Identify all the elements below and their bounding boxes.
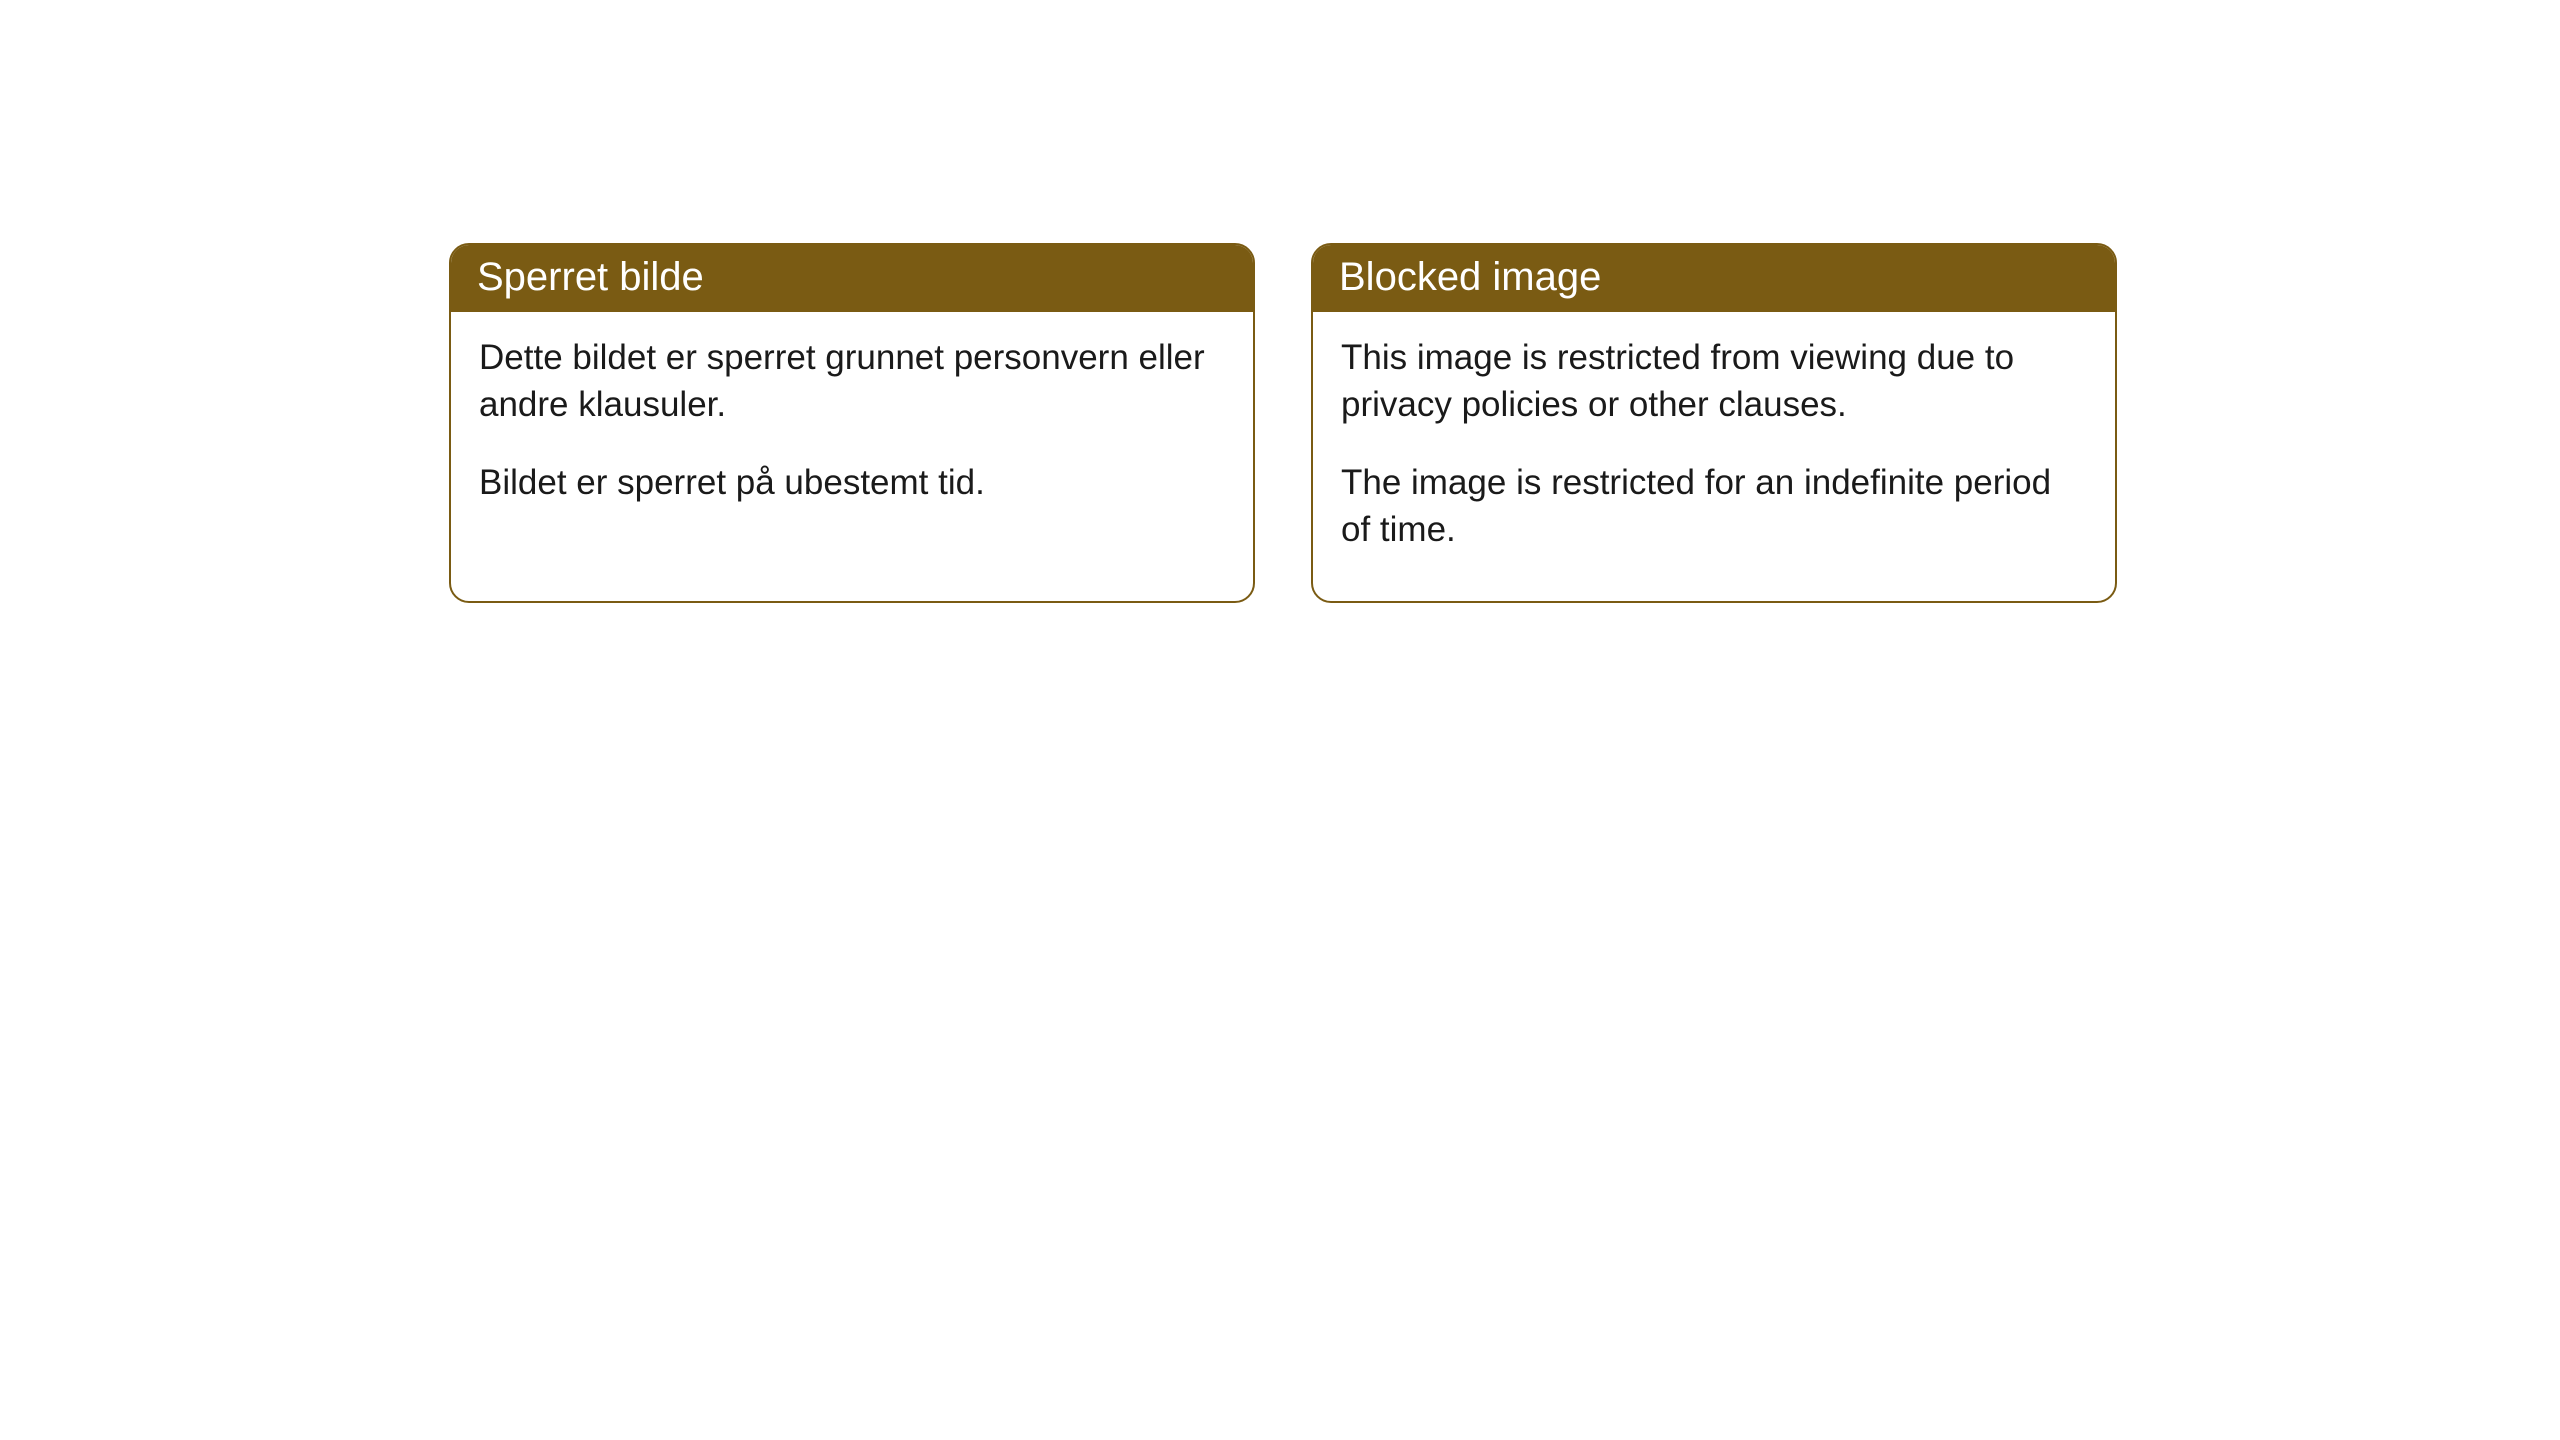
notice-cards-container: Sperret bilde Dette bildet er sperret gr… (0, 0, 2560, 603)
card-paragraph: This image is restricted from viewing du… (1341, 334, 2087, 429)
card-title: Blocked image (1313, 245, 2115, 312)
card-paragraph: Bildet er sperret på ubestemt tid. (479, 459, 1225, 506)
card-title: Sperret bilde (451, 245, 1253, 312)
card-paragraph: The image is restricted for an indefinit… (1341, 459, 2087, 554)
card-paragraph: Dette bildet er sperret grunnet personve… (479, 334, 1225, 429)
card-body: This image is restricted from viewing du… (1313, 312, 2115, 601)
blocked-image-card-norwegian: Sperret bilde Dette bildet er sperret gr… (449, 243, 1255, 603)
card-body: Dette bildet er sperret grunnet personve… (451, 312, 1253, 554)
blocked-image-card-english: Blocked image This image is restricted f… (1311, 243, 2117, 603)
